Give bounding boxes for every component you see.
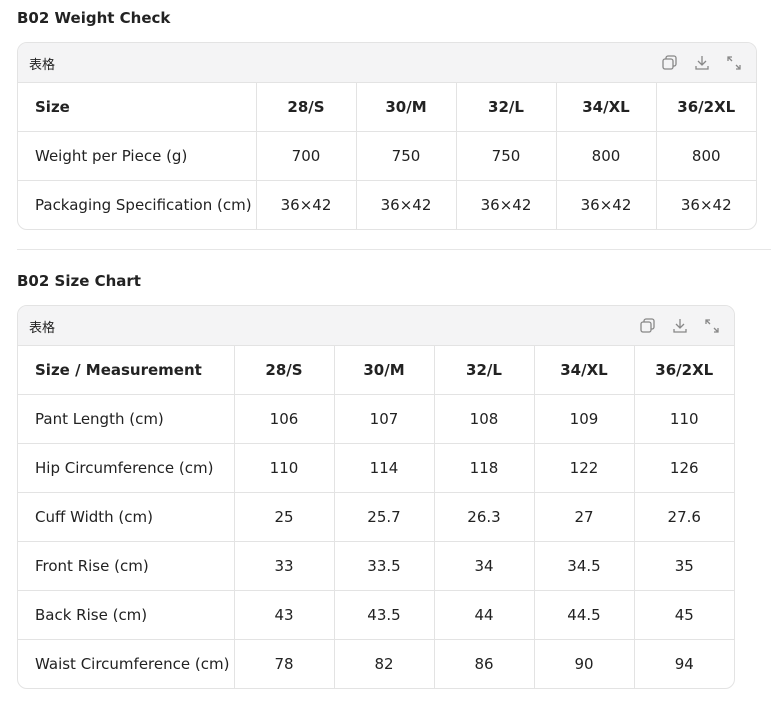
header-cell: Size / Measurement xyxy=(18,346,235,395)
table-cell: 118 xyxy=(434,443,535,493)
table-cell: 110 xyxy=(234,443,335,493)
table-cell: 108 xyxy=(434,394,535,444)
table-cell: 44 xyxy=(434,590,535,640)
expand-icon[interactable] xyxy=(704,318,720,334)
header-cell: 28/S xyxy=(256,83,357,132)
divider xyxy=(17,249,771,250)
table-cell: 106 xyxy=(234,394,335,444)
copy-icon[interactable] xyxy=(662,55,678,71)
header-cell: 30/M xyxy=(356,83,457,132)
table-cell: 800 xyxy=(656,131,756,181)
data-table: Size / Measurement 28/S 30/M 32/L 34/XL 36/2X… xyxy=(18,346,734,688)
table-cell: 800 xyxy=(556,131,657,181)
table-card: 表格 Size 28/S 30/M 32/L 34/XL 36/2XL Weight per … xyxy=(17,42,757,230)
expand-icon[interactable] xyxy=(726,55,742,71)
table-cell: Packaging Specification (cm) xyxy=(18,180,257,229)
table-row: Waist Circumference (cm) 78 82 86 90 94 xyxy=(18,639,734,688)
header-cell: 36/2XL xyxy=(656,83,756,132)
table-row: Back Rise (cm) 43 43.5 44 44.5 45 xyxy=(18,590,734,640)
section-title: B02 Weight Check xyxy=(17,9,171,27)
table-cell: 27.6 xyxy=(634,492,734,542)
table-cell: 90 xyxy=(534,639,635,688)
table-cell: Hip Circumference (cm) xyxy=(18,443,235,493)
header-cell: 32/L xyxy=(434,346,535,395)
table-cell: 700 xyxy=(256,131,357,181)
table-cell: 36×42 xyxy=(680,196,732,214)
table-cell: 114 xyxy=(334,443,435,493)
header-cell: 32/L xyxy=(456,83,557,132)
table-row: Hip Circumference (cm) 110 114 118 122 126 xyxy=(18,443,734,493)
table-row: Pant Length (cm) 106 107 108 109 110 xyxy=(18,394,734,444)
table-cell: 110 xyxy=(634,394,734,444)
table-cell: 35 xyxy=(634,541,734,591)
header-row: Size 28/S 30/M 32/L 34/XL 36/2XL xyxy=(18,83,756,132)
table-cell: Front Rise (cm) xyxy=(18,541,235,591)
table-cell: 78 xyxy=(234,639,335,688)
table-cell: 109 xyxy=(534,394,635,444)
table-cell: 33.5 xyxy=(334,541,435,591)
table-cell: 36×42 xyxy=(456,180,557,229)
header-cell: 30/M xyxy=(334,346,435,395)
table-row: Front Rise (cm) 33 33.5 34 34.5 35 xyxy=(18,541,734,591)
table-card: 表格 Size / Measurement 28/S 30/M 32/L 34/XL 36/… xyxy=(17,305,735,689)
table-cell: 43.5 xyxy=(334,590,435,640)
table-toolbar: 表格 xyxy=(18,43,756,83)
table-cell: Cuff Width (cm) xyxy=(18,492,235,542)
table-label: 表格 xyxy=(29,321,56,336)
table-cell: 25 xyxy=(234,492,335,542)
header-cell: 34/XL xyxy=(556,83,657,132)
table-toolbar: 表格 xyxy=(18,306,734,346)
table-cell: 33 xyxy=(234,541,335,591)
download-icon[interactable] xyxy=(672,318,688,334)
copy-icon[interactable] xyxy=(640,318,656,334)
header-row: Size / Measurement 28/S 30/M 32/L 34/XL 36/2X… xyxy=(18,346,734,395)
table-cell: 34.5 xyxy=(534,541,635,591)
table-cell: 27 xyxy=(534,492,635,542)
table-cell: 36×42 xyxy=(556,180,657,229)
table-cell: 25.7 xyxy=(334,492,435,542)
table-cell: 45 xyxy=(634,590,734,640)
table-cell: Weight per Piece (g) xyxy=(18,131,257,181)
table-cell: 34 xyxy=(434,541,535,591)
table-row: Cuff Width (cm) 25 25.7 26.3 27 27.6 xyxy=(18,492,734,542)
table-cell: 26.3 xyxy=(434,492,535,542)
data-table: Size 28/S 30/M 32/L 34/XL 36/2XL Weight per Pi… xyxy=(18,83,756,229)
table-cell: 86 xyxy=(434,639,535,688)
table-cell: Pant Length (cm) xyxy=(18,394,235,444)
table-cell: 126 xyxy=(634,443,734,493)
table-cell: 44.5 xyxy=(534,590,635,640)
table-cell: 82 xyxy=(334,639,435,688)
table-cell: 36×42 xyxy=(356,180,457,229)
header-cell: 34/XL xyxy=(534,346,635,395)
table-label: 表格 xyxy=(29,58,56,73)
header-cell: Size xyxy=(18,83,257,132)
header-cell: 28/S xyxy=(234,346,335,395)
section-title: B02 Size Chart xyxy=(17,272,141,290)
table-cell: 750 xyxy=(356,131,457,181)
header-cell: 36/2XL xyxy=(634,346,734,395)
table-cell: 750 xyxy=(456,131,557,181)
download-icon[interactable] xyxy=(694,55,710,71)
table-cell: 36×42 xyxy=(256,180,357,229)
table-row: Packaging Specification (cm) 36×42 36×42 36… xyxy=(18,180,756,229)
table-cell: Waist Circumference (cm) xyxy=(18,639,235,688)
table-cell: 122 xyxy=(534,443,635,493)
table-cell: 107 xyxy=(334,394,435,444)
table-cell: Back Rise (cm) xyxy=(18,590,235,640)
table-row: Weight per Piece (g) 700 750 750 800 800 xyxy=(18,131,756,181)
table-cell: 43 xyxy=(234,590,335,640)
table-cell: 94 xyxy=(674,655,694,673)
